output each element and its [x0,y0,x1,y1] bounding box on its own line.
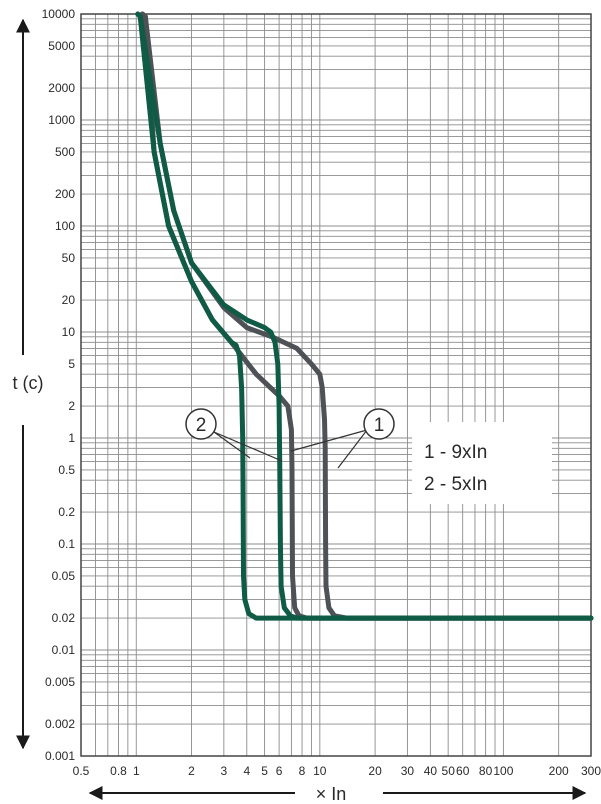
x-tick-label: 300 [581,764,601,778]
x-tick-label: 0.5 [73,764,90,778]
x-tick-label: 0.8 [110,764,127,778]
y-tick-label: 0.5 [58,463,75,477]
legend-entry-2: 2 - 5xIn [424,474,487,495]
x-tick-label: 100 [493,764,513,778]
y-tick-label: 20 [62,293,76,307]
y-tick-label: 0.02 [52,611,76,625]
y-axis-label: t (c) [13,373,44,393]
y-tick-label: 2000 [48,81,75,95]
marker-1-label: 1 [374,415,385,436]
series-line-4 [135,11,594,621]
x-tick-label: 10 [313,764,327,778]
marker-2-label: 2 [196,415,207,436]
x-tick-label: 200 [549,764,569,778]
x-axis-label: × In [316,784,347,804]
marker-2-leader-b [213,431,283,462]
y-tick-label: 1000 [48,113,75,127]
curves [135,11,594,621]
y-tick-label: 0.005 [45,675,75,689]
y-tick-label: 5000 [48,39,75,53]
series-line-3 [135,11,594,621]
plot-background [81,14,591,756]
x-tick-label: 8 [299,764,306,778]
x-tick-label: 50 [442,764,456,778]
y-tick-label: 0.001 [45,749,75,763]
legend-box [412,422,552,504]
x-tick-label: 2 [188,764,195,778]
y-tick-label: 200 [55,187,75,201]
plot-frame [80,13,592,757]
y-tick-label: 1 [68,431,75,445]
marker-1-leader-a [290,429,368,452]
y-tick-label: 100 [55,219,75,233]
x-tick-label: 3 [220,764,227,778]
x-tick-label: 6 [276,764,283,778]
y-tick-label: 0.2 [58,505,75,519]
x-tick-label: 40 [424,764,438,778]
y-tick-label: 50 [62,251,76,265]
y-tick-label: 10 [62,325,76,339]
x-tick-labels: 0.5 0.8 1 2 3 4 5 6 8 10 20 30 40 50 60 80 100 200 300 [73,764,601,778]
y-tick-labels: 10000 5000 2000 1000 500 200 100 50 20 10 5 2 1 0.5 0.… [42,7,76,763]
y-tick-label: 0.002 [45,717,75,731]
y-tick-label: 5 [68,357,75,371]
marker-2-leader-a [213,431,251,459]
x-tick-label: 20 [368,764,382,778]
x-tick-label: 1 [133,764,140,778]
y-tick-label: 0.1 [58,537,75,551]
marker-2-circle [185,408,217,440]
y-tick-label: 0.01 [52,643,76,657]
legend-entry-1: 1 - 9xIn [424,442,487,463]
y-tick-label: 0.05 [52,569,76,583]
y-tick-label: 500 [55,145,75,159]
y-tick-label: 2 [68,399,75,413]
annotations: 2 1 [185,408,395,469]
x-tick-label: 80 [479,764,493,778]
marker-1-circle [363,408,395,440]
x-tick-label: 60 [456,764,470,778]
x-tick-label: 4 [243,764,250,778]
x-tick-label: 5 [261,764,268,778]
marker-1-leader-b [337,429,368,469]
y-tick-label: 10000 [42,7,76,21]
x-tick-label: 30 [401,764,415,778]
